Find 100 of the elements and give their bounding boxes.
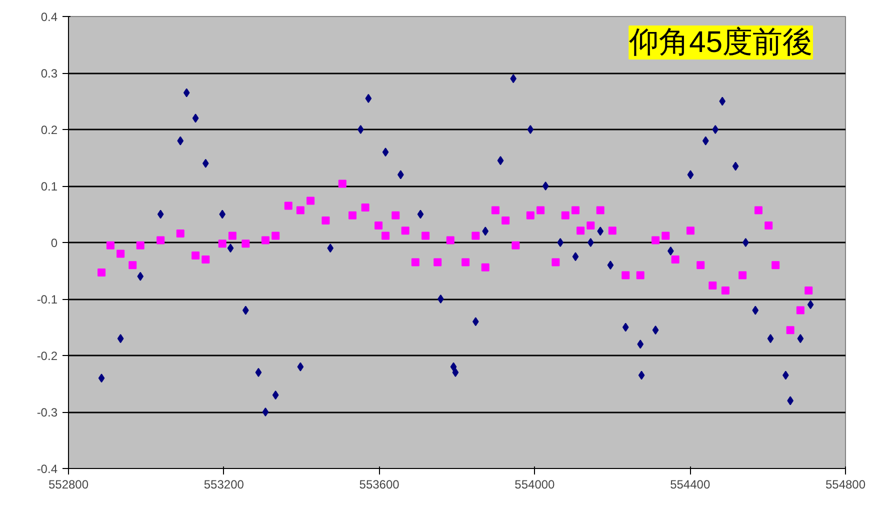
point [228, 232, 236, 240]
point [296, 206, 304, 214]
point [438, 294, 444, 304]
point [177, 136, 184, 146]
point [482, 226, 489, 236]
point [652, 236, 660, 244]
point [772, 261, 780, 270]
point [327, 244, 334, 253]
point [242, 240, 250, 248]
point [446, 236, 454, 244]
point [192, 114, 199, 123]
point [462, 258, 470, 266]
point [357, 125, 364, 134]
point [512, 241, 520, 250]
point [686, 226, 694, 235]
point [261, 236, 270, 244]
point [338, 180, 346, 188]
point [552, 258, 560, 266]
point [696, 261, 705, 270]
point [450, 362, 457, 372]
point [183, 88, 190, 98]
point [526, 211, 534, 220]
x-tick-label: 554000 [514, 478, 556, 492]
point [255, 368, 262, 377]
point [638, 370, 645, 380]
point [497, 156, 504, 166]
y-tick-label: 0.2 [40, 123, 58, 137]
point [561, 211, 570, 220]
point [596, 206, 604, 214]
point [702, 136, 709, 146]
point [417, 210, 424, 219]
point [786, 326, 794, 334]
point [98, 374, 105, 383]
point [128, 261, 137, 270]
point [764, 222, 773, 230]
point [712, 125, 719, 134]
point [608, 226, 616, 235]
point [202, 255, 210, 264]
point [176, 229, 184, 238]
point [804, 286, 813, 295]
point [98, 268, 106, 276]
point [242, 306, 249, 315]
point [491, 206, 500, 214]
point [262, 408, 269, 416]
point [527, 125, 534, 134]
point [136, 241, 144, 250]
point [719, 96, 726, 106]
point [472, 232, 480, 240]
point [272, 390, 279, 400]
point [117, 334, 124, 344]
y-tick-label: -0.1 [36, 292, 58, 306]
point [687, 170, 694, 180]
point [796, 306, 804, 314]
point [202, 158, 209, 168]
point [348, 211, 356, 220]
point [411, 258, 420, 266]
point [767, 334, 774, 344]
point [156, 236, 165, 244]
point [597, 226, 604, 236]
point [571, 206, 580, 214]
point [434, 258, 442, 266]
point [401, 226, 410, 235]
y-tick-label: 0.1 [40, 180, 58, 194]
point [572, 252, 579, 262]
point [662, 232, 670, 240]
point [671, 255, 680, 264]
point [636, 271, 644, 280]
y-tick-label: -0.4 [36, 462, 58, 476]
point [218, 240, 226, 248]
point [272, 232, 280, 240]
point [382, 148, 389, 157]
point [374, 222, 383, 230]
point [622, 271, 630, 280]
y-tick-label: -0.2 [36, 349, 58, 363]
y-tick-label: 0.4 [40, 10, 58, 24]
point [622, 322, 629, 332]
point [721, 286, 730, 295]
point [576, 226, 585, 235]
point [365, 94, 372, 103]
point [542, 182, 549, 190]
point [422, 232, 430, 240]
point [742, 238, 749, 247]
x-tick-label: 553600 [359, 478, 400, 492]
point [797, 334, 804, 344]
x-tick-label: 554400 [670, 478, 710, 492]
point [637, 340, 644, 349]
x-tick-label: 554800 [825, 478, 866, 492]
point [472, 317, 479, 326]
point [157, 210, 164, 219]
y-tick-label: 0.3 [40, 66, 58, 80]
point [284, 202, 292, 210]
point [192, 251, 200, 260]
point [306, 196, 315, 205]
point [106, 241, 114, 250]
point [536, 206, 545, 214]
point [754, 206, 762, 214]
point [392, 211, 400, 220]
point [382, 232, 390, 240]
point [708, 281, 717, 290]
y-tick-label: -0.3 [36, 406, 58, 420]
